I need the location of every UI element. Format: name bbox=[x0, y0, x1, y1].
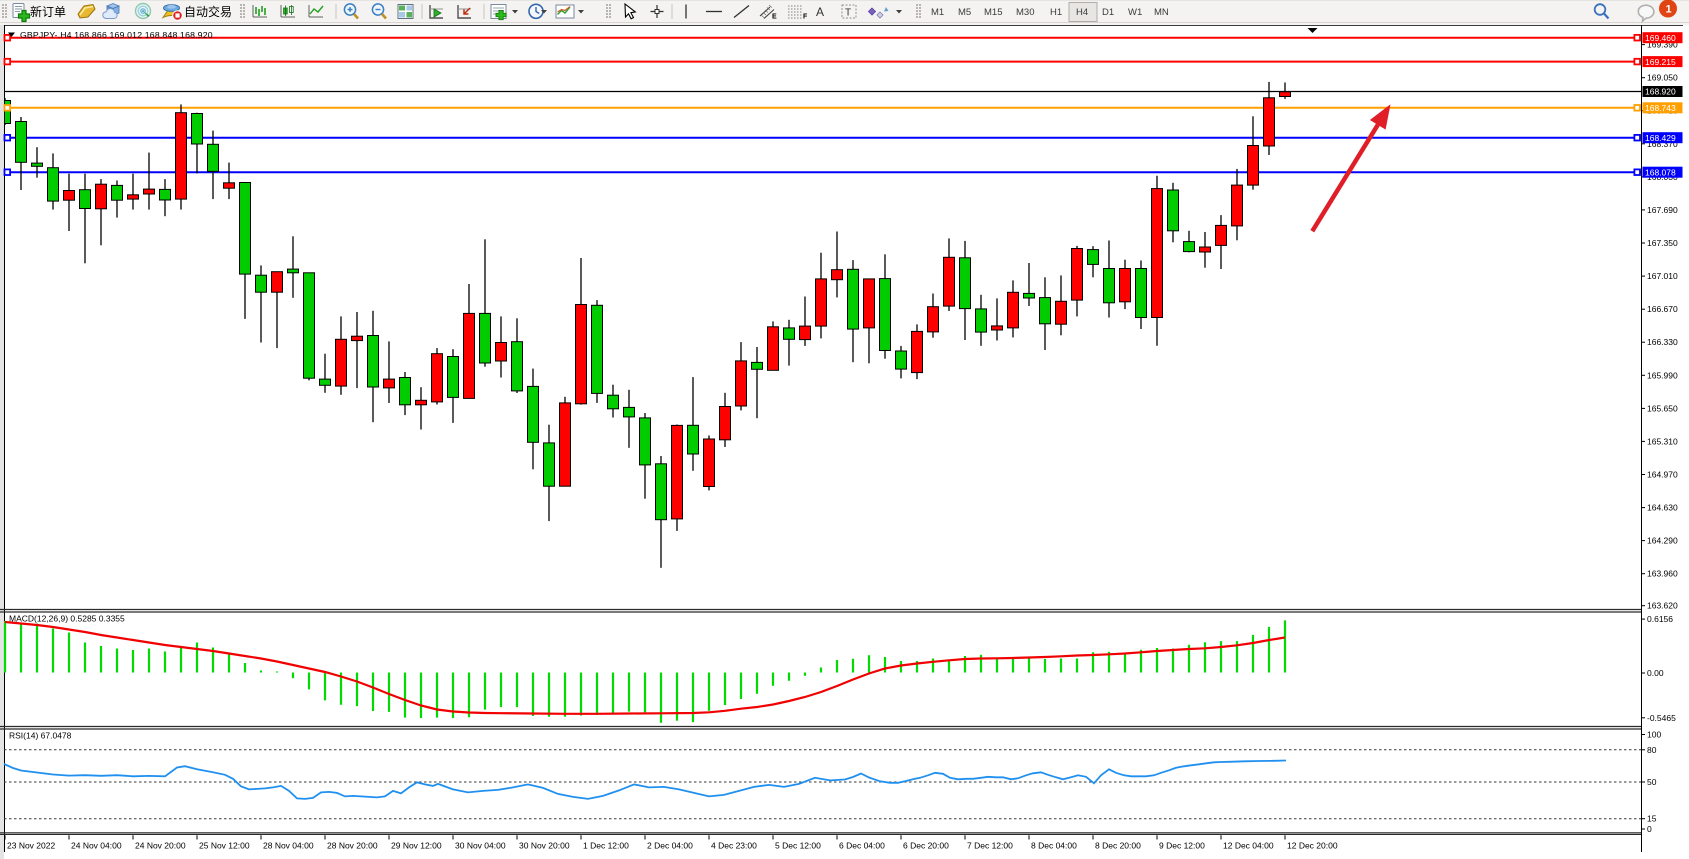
svg-text:29 Nov 12:00: 29 Nov 12:00 bbox=[391, 841, 442, 851]
svg-text:0.6156: 0.6156 bbox=[1647, 614, 1673, 624]
svg-text:24 Nov 04:00: 24 Nov 04:00 bbox=[71, 841, 122, 851]
svg-text:166.670: 166.670 bbox=[1647, 304, 1678, 314]
svg-text:28 Nov 20:00: 28 Nov 20:00 bbox=[327, 841, 378, 851]
svg-text:167.010: 167.010 bbox=[1647, 271, 1678, 281]
svg-text:167.350: 167.350 bbox=[1647, 238, 1678, 248]
svg-text:168.743: 168.743 bbox=[1645, 103, 1676, 113]
svg-text:25 Nov 12:00: 25 Nov 12:00 bbox=[199, 841, 250, 851]
svg-text:12 Dec 04:00: 12 Dec 04:00 bbox=[1223, 841, 1274, 851]
svg-text:169.215: 169.215 bbox=[1645, 57, 1676, 67]
svg-text:8 Dec 04:00: 8 Dec 04:00 bbox=[1031, 841, 1077, 851]
svg-text:163.960: 163.960 bbox=[1647, 569, 1678, 579]
svg-text:24 Nov 20:00: 24 Nov 20:00 bbox=[135, 841, 186, 851]
svg-text:30 Nov 04:00: 30 Nov 04:00 bbox=[455, 841, 506, 851]
svg-text:H4: H4 bbox=[1076, 7, 1088, 18]
svg-text:T: T bbox=[845, 8, 851, 19]
svg-text:M15: M15 bbox=[984, 7, 1002, 18]
svg-text:100: 100 bbox=[1647, 730, 1661, 740]
svg-text:E: E bbox=[772, 14, 777, 21]
svg-text:164.290: 164.290 bbox=[1647, 536, 1678, 546]
svg-text:164.630: 164.630 bbox=[1647, 503, 1678, 513]
svg-text:28 Nov 04:00: 28 Nov 04:00 bbox=[263, 841, 314, 851]
svg-text:12 Dec 20:00: 12 Dec 20:00 bbox=[1287, 841, 1338, 851]
svg-text:0.00: 0.00 bbox=[1647, 668, 1664, 678]
svg-text:W1: W1 bbox=[1128, 7, 1142, 18]
svg-text:8 Dec 20:00: 8 Dec 20:00 bbox=[1095, 841, 1141, 851]
svg-text:MN: MN bbox=[1154, 7, 1169, 18]
svg-text:A: A bbox=[816, 5, 824, 19]
svg-text:6 Dec 04:00: 6 Dec 04:00 bbox=[839, 841, 885, 851]
svg-text:163.620: 163.620 bbox=[1647, 601, 1678, 611]
svg-text:168.429: 168.429 bbox=[1645, 133, 1676, 143]
svg-text:H1: H1 bbox=[1050, 7, 1062, 18]
svg-text:MACD(12,26,9) 0.5285 0.3355: MACD(12,26,9) 0.5285 0.3355 bbox=[9, 614, 125, 624]
svg-text:169.460: 169.460 bbox=[1645, 33, 1676, 43]
svg-text:50: 50 bbox=[1647, 777, 1657, 787]
svg-text:15: 15 bbox=[1647, 814, 1657, 824]
svg-text:23 Nov 2022: 23 Nov 2022 bbox=[7, 841, 55, 851]
svg-text:2 Dec 04:00: 2 Dec 04:00 bbox=[647, 841, 693, 851]
svg-text:4 Dec 23:00: 4 Dec 23:00 bbox=[711, 841, 757, 851]
svg-text:168.078: 168.078 bbox=[1645, 167, 1676, 177]
svg-text:新订单: 新订单 bbox=[30, 4, 66, 19]
svg-text:165.310: 165.310 bbox=[1647, 436, 1678, 446]
svg-text:自动交易: 自动交易 bbox=[184, 4, 232, 19]
svg-text:D1: D1 bbox=[1102, 7, 1114, 18]
svg-text:9 Dec 12:00: 9 Dec 12:00 bbox=[1159, 841, 1205, 851]
svg-text:30 Nov 20:00: 30 Nov 20:00 bbox=[519, 841, 570, 851]
svg-text:6 Dec 20:00: 6 Dec 20:00 bbox=[903, 841, 949, 851]
svg-text:M30: M30 bbox=[1016, 7, 1034, 18]
svg-text:80: 80 bbox=[1647, 745, 1657, 755]
svg-text:168.920: 168.920 bbox=[1645, 87, 1676, 97]
svg-text:7 Dec 12:00: 7 Dec 12:00 bbox=[967, 841, 1013, 851]
svg-text:1 Dec 12:00: 1 Dec 12:00 bbox=[583, 841, 629, 851]
svg-text:M1: M1 bbox=[931, 7, 944, 18]
svg-text:5 Dec 12:00: 5 Dec 12:00 bbox=[775, 841, 821, 851]
svg-text:0: 0 bbox=[1647, 824, 1652, 834]
svg-text:166.330: 166.330 bbox=[1647, 337, 1678, 347]
svg-text:GBPJPY-.H4 168.866 169.012 168: GBPJPY-.H4 168.866 169.012 168.848 168.9… bbox=[20, 30, 213, 40]
svg-text:1: 1 bbox=[1666, 4, 1672, 16]
svg-text:RSI(14) 67.0478: RSI(14) 67.0478 bbox=[9, 731, 72, 741]
svg-text:165.990: 165.990 bbox=[1647, 370, 1678, 380]
svg-text:M5: M5 bbox=[958, 7, 971, 18]
svg-text:165.650: 165.650 bbox=[1647, 403, 1678, 413]
svg-text:167.690: 167.690 bbox=[1647, 205, 1678, 215]
svg-text:168.370: 168.370 bbox=[1647, 139, 1678, 149]
svg-text:F: F bbox=[803, 14, 808, 21]
svg-text:169.390: 169.390 bbox=[1647, 40, 1678, 50]
svg-text:164.970: 164.970 bbox=[1647, 470, 1678, 480]
svg-text:-0.5465: -0.5465 bbox=[1647, 713, 1676, 723]
svg-text:169.050: 169.050 bbox=[1647, 73, 1678, 83]
